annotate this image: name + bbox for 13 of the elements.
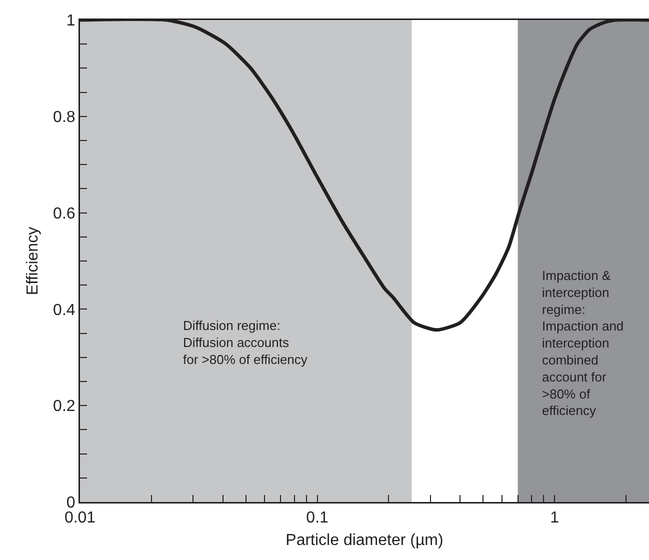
y-tick-label: 0.2 (53, 398, 76, 416)
y-tick-label: 0 (66, 494, 76, 512)
band-label: Diffusion regime: Diffusion accounts for >80% of efficiency (183, 318, 308, 367)
text: Impaction & interception regime: Impaction and interception combined account for >80% of efficiency (542, 268, 624, 418)
y-tick-label: 0.6 (53, 205, 76, 222)
x-tick-label: 1 (550, 510, 560, 527)
x-axis-title: Particle diameter (µm) (286, 532, 444, 550)
y-tick-label: 0.4 (53, 302, 76, 319)
x-tick-label: 0.01 (64, 510, 96, 527)
y-axis-title: Efficiency (24, 226, 42, 296)
x-tick-label: 0.1 (306, 510, 329, 527)
y-tick-label: 0.8 (53, 109, 76, 126)
y-tick-label: 1 (66, 12, 76, 30)
